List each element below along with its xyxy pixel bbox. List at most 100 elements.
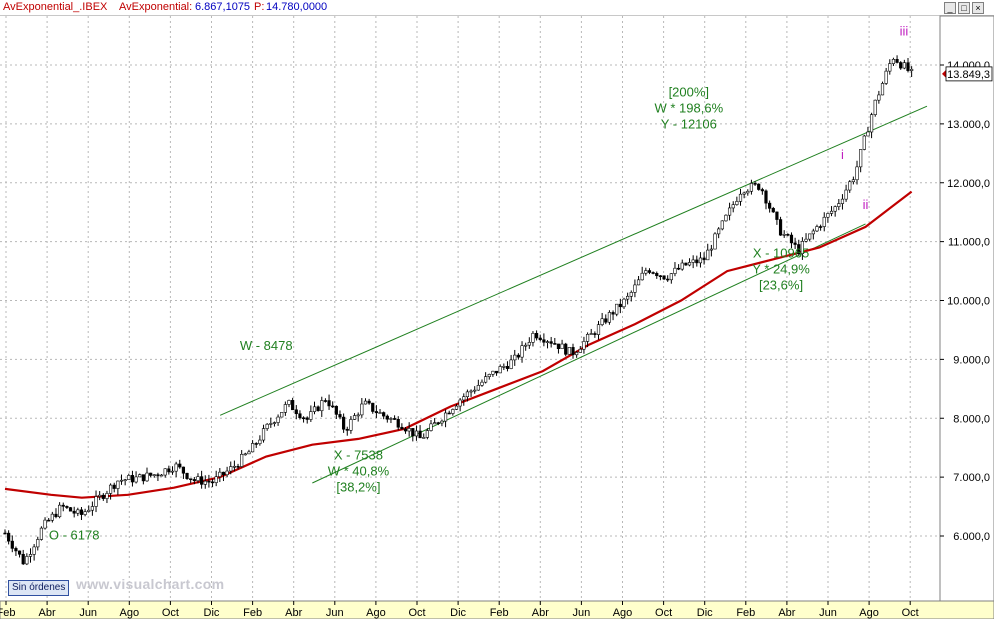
candle-body bbox=[422, 437, 426, 439]
candle-body bbox=[130, 475, 135, 483]
candle-body bbox=[291, 400, 295, 411]
candle-body bbox=[542, 339, 546, 343]
candle-body bbox=[108, 484, 113, 494]
annotation-label: [23,6%] bbox=[759, 278, 803, 293]
x-axis-panel bbox=[0, 600, 994, 619]
candle-body bbox=[618, 303, 622, 308]
candle-body bbox=[596, 324, 601, 335]
candle-body bbox=[378, 412, 382, 414]
candle-body bbox=[50, 513, 54, 521]
candle-body bbox=[833, 206, 837, 212]
candle-body bbox=[17, 550, 22, 555]
candle-body bbox=[877, 94, 881, 101]
candle-body bbox=[10, 540, 14, 549]
candle-body bbox=[524, 344, 528, 347]
x-tick-label: Ago bbox=[366, 607, 386, 619]
candle-body bbox=[436, 422, 440, 424]
candle-body bbox=[691, 259, 695, 263]
candle-body bbox=[363, 400, 368, 405]
candle-body bbox=[229, 466, 233, 472]
candle-body bbox=[178, 463, 182, 468]
candle-body bbox=[21, 553, 25, 565]
annotation-label: [38,2%] bbox=[336, 479, 380, 494]
candle-body bbox=[14, 548, 18, 552]
candle-body bbox=[527, 342, 531, 346]
minimize-icon[interactable]: _ bbox=[944, 2, 956, 14]
candle-body bbox=[738, 193, 743, 202]
x-tick-label: Feb bbox=[0, 607, 15, 619]
candle-body bbox=[283, 404, 287, 413]
annotation-label: i bbox=[841, 147, 844, 162]
candle-body bbox=[804, 238, 808, 242]
candle-body bbox=[294, 409, 298, 415]
candle-body bbox=[312, 406, 317, 412]
candle-body bbox=[94, 496, 98, 507]
candle-body bbox=[753, 183, 757, 185]
channel-line bbox=[219, 105, 928, 416]
candle-body bbox=[7, 532, 11, 542]
candle-body bbox=[356, 414, 360, 417]
x-tick-label: Dic bbox=[450, 607, 466, 619]
candle-body bbox=[414, 430, 419, 437]
candle-body bbox=[280, 412, 284, 418]
candle-body bbox=[684, 262, 688, 266]
candle-body bbox=[844, 189, 848, 200]
candle-body bbox=[768, 202, 772, 209]
candle-body bbox=[261, 428, 266, 441]
candle-body bbox=[822, 216, 826, 227]
x-tick-label: Ago bbox=[120, 607, 140, 619]
candle-body bbox=[866, 131, 870, 137]
close-icon[interactable]: × bbox=[972, 2, 984, 14]
candle-body bbox=[899, 62, 903, 69]
candle-body bbox=[152, 474, 156, 476]
candle-body bbox=[134, 476, 138, 483]
x-tick-label: Abr bbox=[532, 607, 549, 619]
candle-body bbox=[498, 366, 502, 374]
candle-body bbox=[469, 390, 473, 393]
candle-body bbox=[389, 418, 393, 420]
candle-body bbox=[647, 270, 652, 273]
candle-body bbox=[644, 270, 648, 274]
candle-body bbox=[305, 417, 309, 420]
candle-body bbox=[891, 59, 896, 64]
candle-body bbox=[560, 343, 564, 350]
price-value: 14.780,0000 bbox=[266, 1, 328, 13]
candle-body bbox=[757, 183, 761, 190]
x-tick-label: Dic bbox=[204, 607, 220, 619]
candle-body bbox=[669, 273, 673, 281]
candle-body bbox=[604, 318, 608, 323]
last-price-label: 13.849,3 bbox=[947, 69, 990, 81]
candle-body bbox=[615, 303, 619, 315]
candle-body bbox=[476, 385, 480, 391]
candle-body bbox=[746, 190, 750, 194]
candle-body bbox=[502, 366, 506, 368]
candle-body bbox=[323, 400, 328, 402]
candle-body bbox=[462, 396, 466, 401]
last-price-arrow bbox=[942, 69, 946, 78]
price-label: P: bbox=[254, 1, 265, 13]
x-tick-label: Abr bbox=[39, 607, 56, 619]
candle-body bbox=[760, 189, 764, 192]
candle-body bbox=[338, 414, 342, 418]
orders-button[interactable]: Sin órdenes bbox=[8, 580, 70, 596]
candle-body bbox=[156, 474, 160, 477]
series-name: AvExponential_.IBEX bbox=[3, 1, 108, 13]
candle-body bbox=[83, 511, 87, 515]
candle-body bbox=[68, 507, 73, 512]
y-tick-label: 6.000,0 bbox=[953, 531, 990, 543]
candle-body bbox=[800, 240, 805, 254]
candle-body bbox=[181, 466, 186, 474]
candle-body bbox=[298, 413, 302, 419]
candle-body bbox=[90, 506, 94, 511]
candle-body bbox=[189, 478, 193, 480]
candle-body bbox=[662, 275, 666, 280]
candle-body bbox=[447, 412, 451, 415]
candle-body bbox=[713, 233, 717, 250]
candle-body bbox=[687, 262, 692, 266]
candle-body bbox=[484, 376, 488, 383]
candle-body bbox=[851, 179, 855, 183]
candle-body bbox=[411, 428, 415, 437]
x-tick-label: Abr bbox=[285, 607, 302, 619]
maximize-icon[interactable]: □ bbox=[958, 2, 970, 14]
